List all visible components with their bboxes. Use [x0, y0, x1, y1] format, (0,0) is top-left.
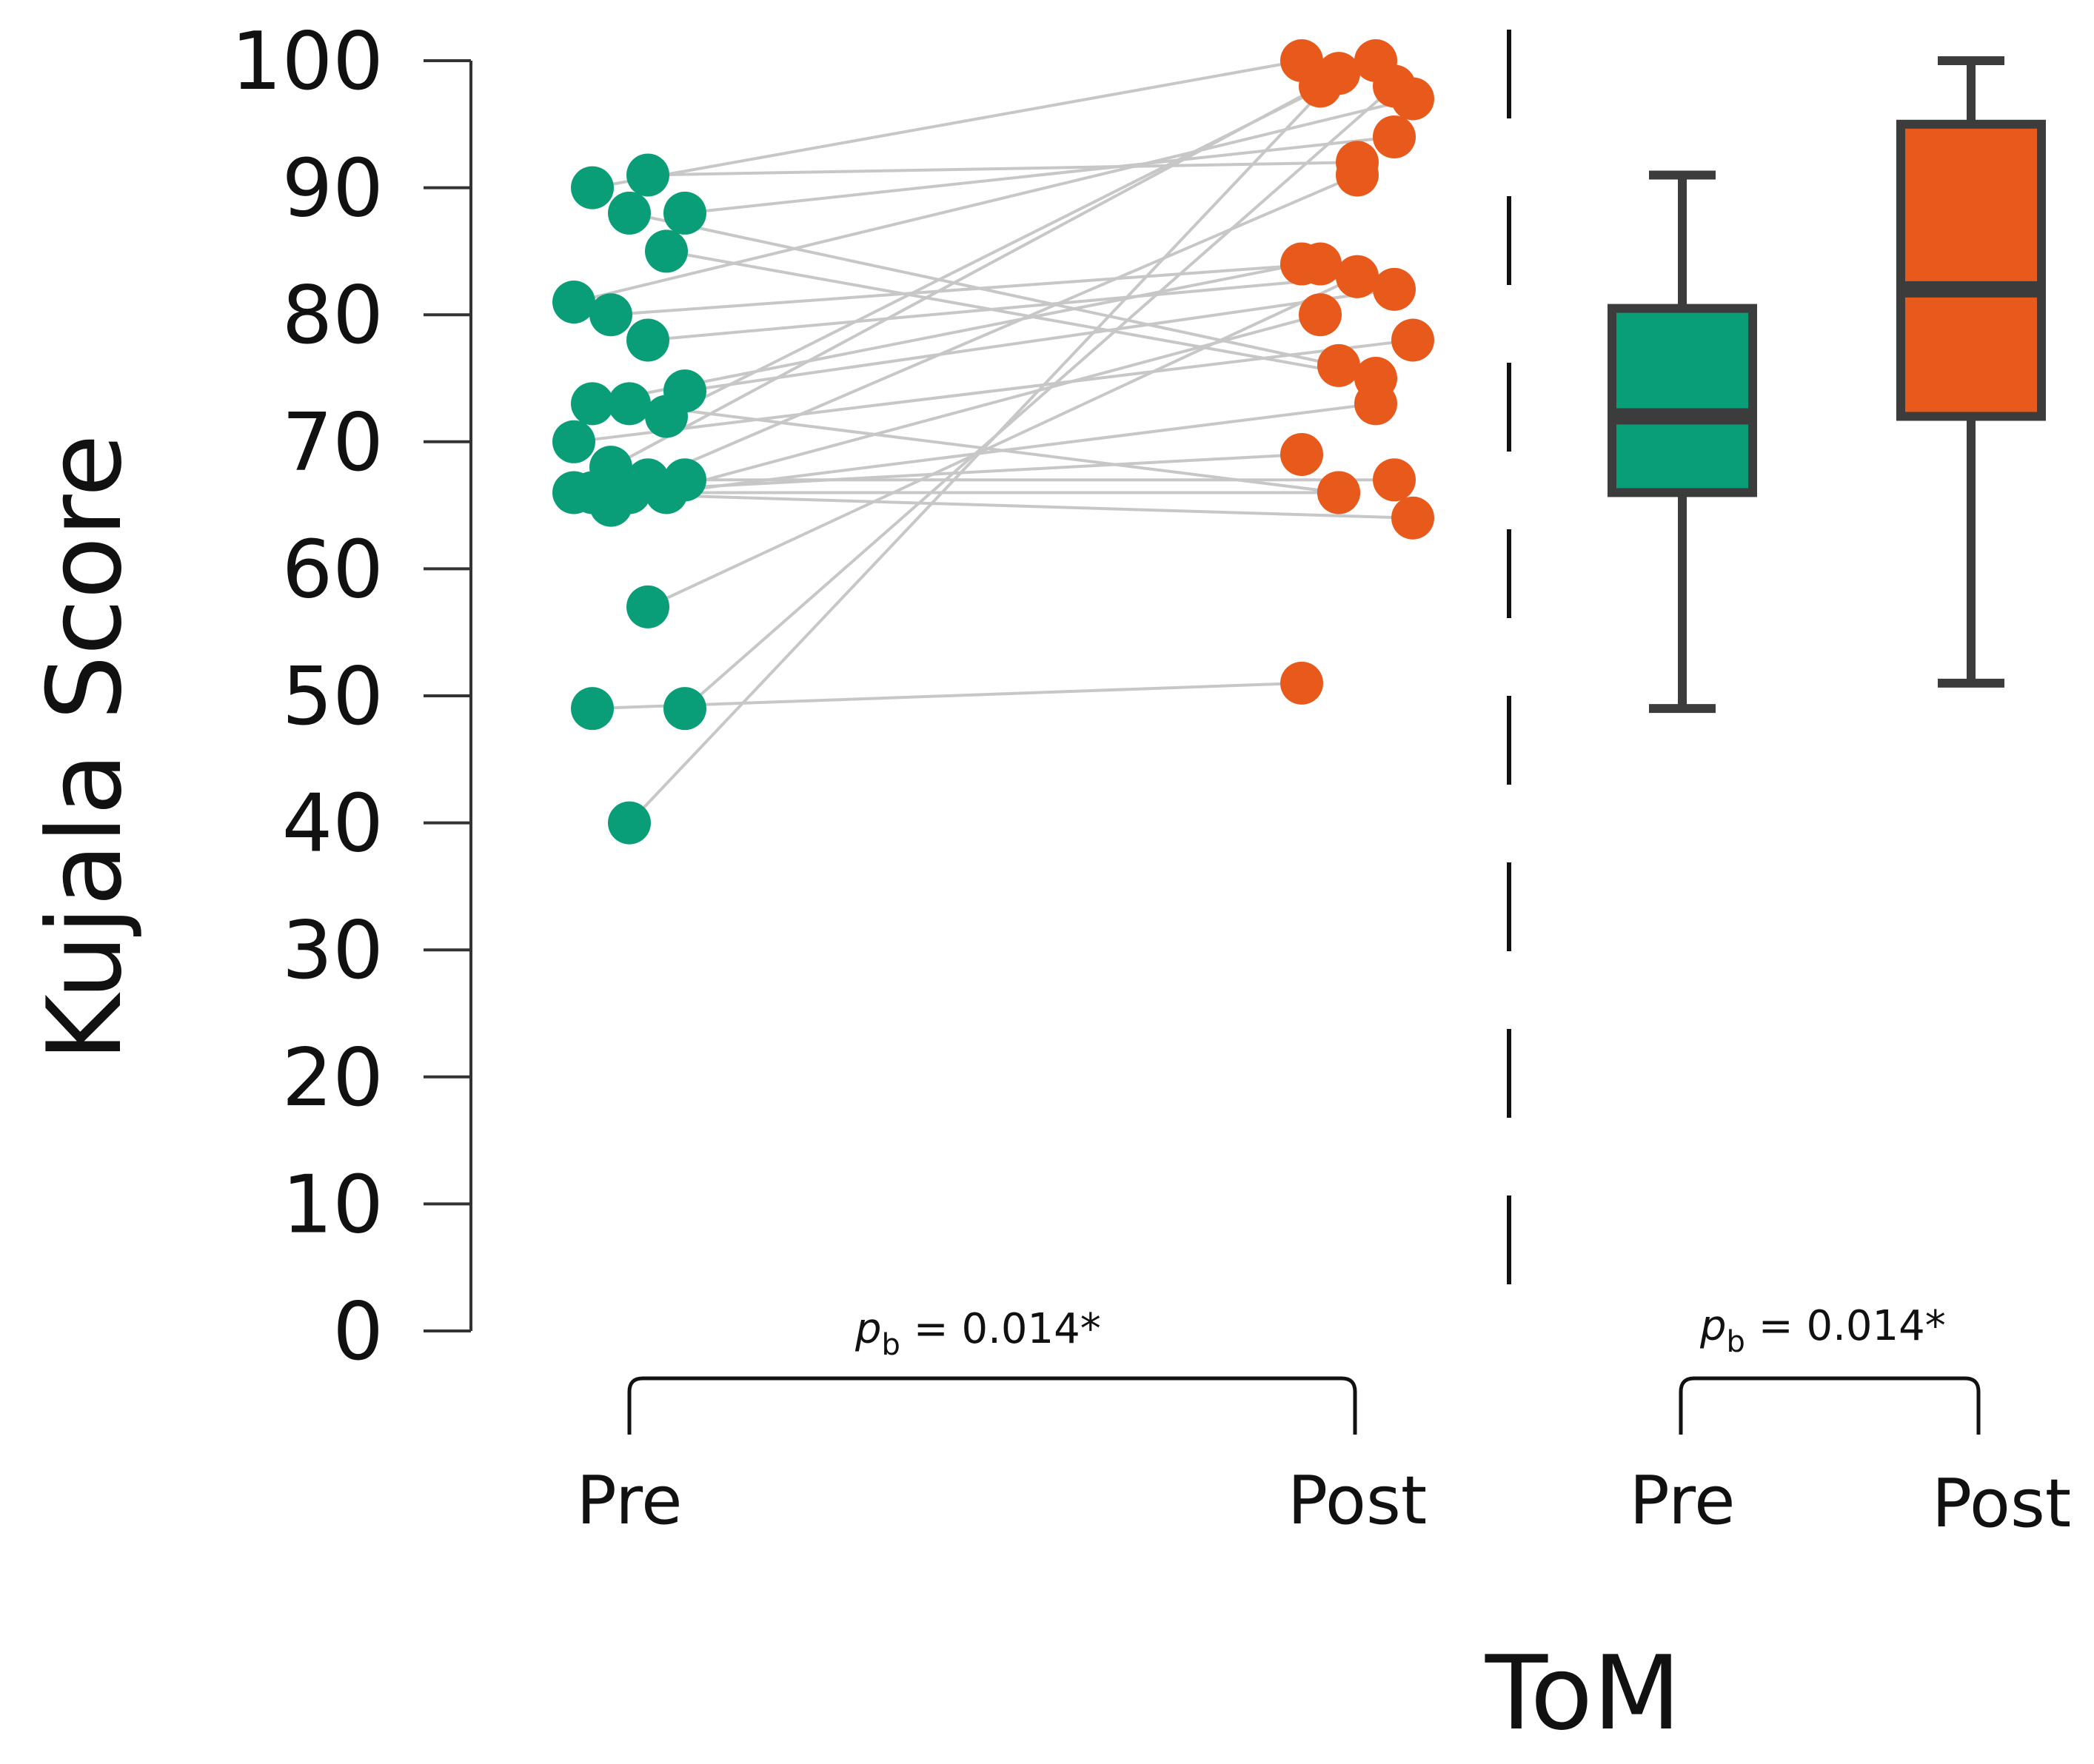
post-point — [1373, 115, 1416, 158]
post-point — [1354, 382, 1397, 426]
y-tick-label: 10 — [282, 1158, 384, 1251]
post-point — [1317, 343, 1360, 387]
post-point — [1299, 293, 1342, 337]
pair-line — [628, 72, 1340, 824]
pre-point — [571, 166, 614, 209]
p-value-right: pb = 0.014* — [1699, 1302, 1946, 1359]
y-tick-label: 60 — [282, 523, 384, 616]
x-tick-label-pre: Pre — [576, 1462, 682, 1540]
pair-line — [573, 338, 1414, 443]
pre-point — [645, 229, 688, 273]
pair-line — [684, 287, 1395, 393]
pre-point — [552, 281, 595, 324]
pair-line — [573, 491, 1414, 520]
pre-point — [626, 585, 669, 628]
x-axis-title: ToM — [1485, 1634, 1681, 1753]
y-tick-label: 40 — [282, 778, 384, 871]
pre-point — [589, 293, 632, 337]
pre-point — [608, 382, 651, 426]
pre-point — [663, 687, 706, 731]
box-label-post: Post — [1932, 1465, 2071, 1543]
box-body — [1896, 119, 2046, 421]
box-label-pre: Pre — [1629, 1462, 1735, 1540]
pre-point — [571, 382, 614, 426]
post-point — [1373, 267, 1416, 311]
post-point — [1317, 471, 1360, 514]
pair-line — [610, 84, 1321, 469]
y-tick-label: 0 — [332, 1286, 384, 1378]
p-value-left: pb = 0.014* — [854, 1305, 1101, 1362]
bracket-right — [1679, 1376, 1981, 1435]
post-point — [1391, 496, 1434, 540]
y-tick-label: 50 — [282, 651, 384, 743]
pair-line — [573, 97, 1414, 303]
pre-point — [626, 318, 669, 362]
pre-point — [626, 153, 669, 197]
pre-point — [608, 801, 651, 845]
post-point — [1317, 52, 1360, 95]
pair-line — [683, 84, 1396, 710]
pair-line — [684, 135, 1395, 215]
y-tick-label: 20 — [282, 1032, 384, 1124]
box-body — [1608, 303, 1757, 497]
pre-point — [589, 483, 632, 527]
post-point — [1336, 255, 1379, 298]
boxplots — [1608, 56, 2046, 714]
post-points — [1280, 39, 1434, 705]
pre-point — [645, 471, 688, 514]
post-point — [1391, 318, 1434, 362]
pair-line — [647, 275, 1358, 342]
post-point — [1373, 458, 1416, 502]
pair-line — [666, 249, 1377, 380]
y-tick-label: 100 — [231, 16, 384, 108]
pair-line — [592, 59, 1302, 190]
pair-line — [592, 681, 1302, 711]
pre-point — [663, 191, 706, 235]
pair-line — [610, 313, 1321, 507]
pre-points — [552, 153, 706, 845]
y-tick-label: 80 — [282, 269, 384, 362]
y-axis-title: Kujala Score — [25, 434, 144, 1061]
paired-lines — [573, 59, 1414, 824]
bracket-left — [627, 1376, 1357, 1435]
y-axis: 0 10 20 30 40 50 60 70 80 90 100 — [231, 16, 472, 1378]
post-point — [1280, 432, 1323, 476]
post-point — [1336, 153, 1379, 197]
pair-line — [592, 262, 1302, 406]
pair-line — [647, 173, 1358, 482]
pre-point — [571, 687, 614, 731]
post-point — [1280, 661, 1323, 705]
y-tick-label: 70 — [282, 397, 384, 489]
pre-point — [608, 191, 651, 235]
pre-point — [645, 395, 688, 438]
pre-point — [552, 420, 595, 463]
x-tick-label-post: Post — [1288, 1462, 1427, 1540]
y-tick-label: 90 — [282, 143, 384, 235]
pair-line — [610, 262, 1321, 317]
pair-line — [647, 275, 1358, 608]
pair-line — [666, 402, 1377, 494]
post-point — [1373, 64, 1416, 108]
y-tick-label: 30 — [282, 905, 384, 997]
pre-point — [552, 471, 595, 514]
pair-line — [647, 161, 1358, 177]
post-point — [1280, 242, 1323, 286]
